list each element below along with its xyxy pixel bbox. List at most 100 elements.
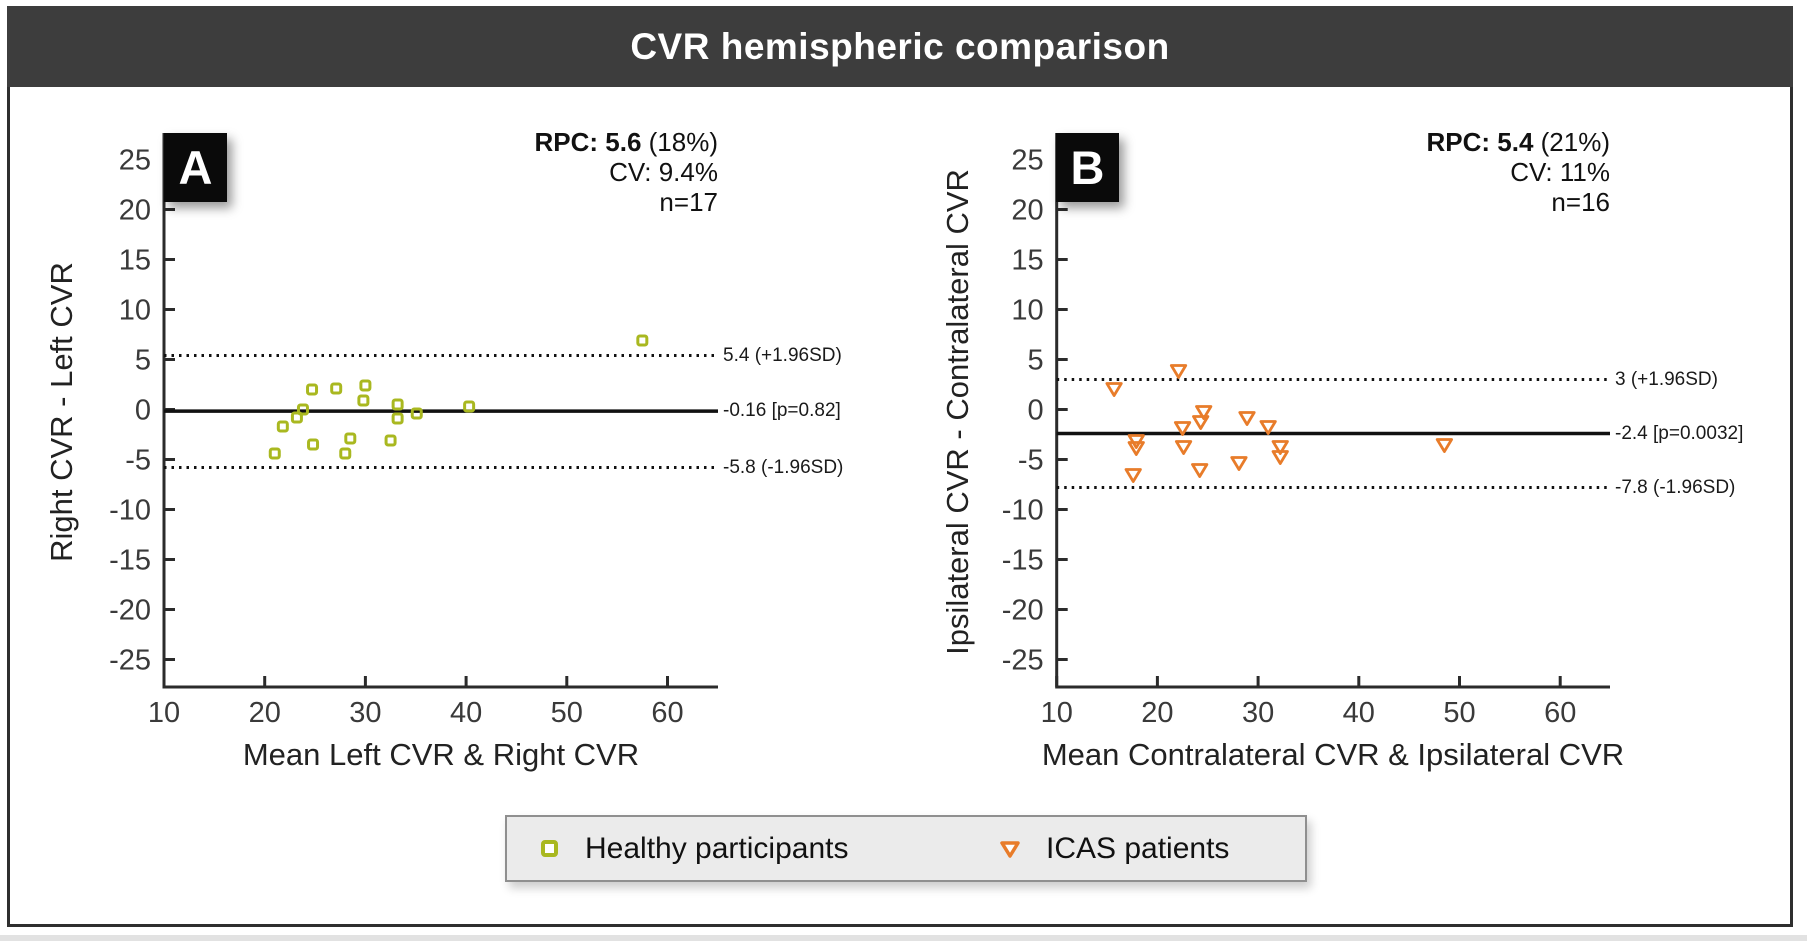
data-point-triangle bbox=[1259, 420, 1277, 435]
data-point-square bbox=[296, 403, 309, 416]
panel-a-cv: CV: 9.4% bbox=[609, 157, 718, 187]
panel-b-cv: CV: 11% bbox=[1510, 157, 1610, 187]
data-point-triangle bbox=[1195, 405, 1213, 420]
data-point-triangle bbox=[1238, 411, 1256, 426]
data-point-triangle bbox=[1191, 463, 1209, 478]
legend: Healthy participants ICAS patients bbox=[505, 815, 1307, 882]
data-point-square bbox=[330, 382, 343, 395]
panel-b-x-axis-label: Mean Contralateral CVR & Ipsilateral CVR bbox=[1041, 737, 1625, 772]
legend-item-healthy: Healthy participants bbox=[541, 817, 848, 880]
y-tick-label: -20 bbox=[1002, 595, 1044, 627]
data-point-square bbox=[339, 447, 352, 460]
data-point-square bbox=[359, 379, 372, 392]
y-tick-label: -10 bbox=[109, 495, 151, 527]
icas-triangle-marker-icon bbox=[1000, 840, 1020, 858]
y-tick-label: 5 bbox=[1028, 345, 1044, 377]
y-tick-label: 20 bbox=[1011, 195, 1043, 227]
panel-a-rpc-percent: (18%) bbox=[648, 127, 718, 157]
y-tick-label: 25 bbox=[1011, 145, 1043, 177]
y-tick-label: -5 bbox=[1018, 445, 1044, 477]
y-tick-label: 20 bbox=[119, 195, 151, 227]
panel-b-n: n=16 bbox=[1551, 187, 1610, 217]
data-point-triangle bbox=[1173, 421, 1192, 436]
x-tick-label: 50 bbox=[551, 697, 583, 729]
panel-b-rpc-value: RPC: 5.4 bbox=[1426, 127, 1534, 157]
data-point-square bbox=[290, 411, 303, 424]
data-point-triangle bbox=[1271, 440, 1289, 455]
panel-a-stats: RPC: 5.6 (18%) CV: 9.4% n=17 bbox=[534, 127, 718, 217]
data-point-triangle bbox=[1127, 441, 1145, 456]
panel-b-lower-loa-label: -7.8 (-1.96SD) bbox=[1615, 476, 1736, 498]
y-tick-label: -10 bbox=[1002, 495, 1044, 527]
data-point-square bbox=[276, 420, 289, 433]
legend-label-healthy: Healthy participants bbox=[585, 831, 849, 865]
panel-a-y-axis-label: Right CVR - Left CVR bbox=[44, 262, 79, 562]
data-point-square bbox=[636, 334, 649, 347]
y-tick-label: 15 bbox=[1011, 245, 1043, 277]
data-point-triangle bbox=[1169, 364, 1188, 379]
panel-a-n: n=17 bbox=[659, 187, 718, 217]
figure-card bbox=[7, 6, 1793, 927]
y-tick-label: 10 bbox=[119, 295, 151, 327]
panel-b-y-axis-label: Ipsilateral CVR - Contralateral CVR bbox=[940, 169, 975, 655]
data-point-square bbox=[268, 447, 281, 460]
panel-b-upper-loa-label: 3 (+1.96SD) bbox=[1615, 368, 1718, 390]
panel-b-stats: RPC: 5.4 (21%) CV: 11% n=16 bbox=[1426, 127, 1610, 217]
data-point-triangle bbox=[1105, 382, 1123, 397]
healthy-square-marker-icon bbox=[541, 840, 558, 857]
y-tick-label: -15 bbox=[109, 545, 151, 577]
panel-a-mean-label: -0.16 [p=0.82] bbox=[723, 400, 841, 422]
y-tick-label: -20 bbox=[109, 595, 151, 627]
legend-item-icas: ICAS patients bbox=[999, 817, 1229, 880]
y-tick-label: -5 bbox=[125, 445, 151, 477]
x-tick-label: 20 bbox=[249, 697, 281, 729]
x-tick-label: 40 bbox=[1343, 697, 1375, 729]
data-point-triangle bbox=[1192, 415, 1210, 430]
y-tick-label: 15 bbox=[119, 245, 151, 277]
data-point-square bbox=[463, 400, 476, 413]
y-tick-label: -25 bbox=[1002, 645, 1044, 677]
x-tick-label: 10 bbox=[1041, 697, 1073, 729]
data-point-square bbox=[410, 407, 423, 420]
x-tick-label: 30 bbox=[1242, 697, 1274, 729]
y-tick-label: 0 bbox=[135, 395, 151, 427]
figure-title: CVR hemispheric comparison bbox=[630, 25, 1170, 67]
data-point-triangle bbox=[1124, 468, 1142, 483]
panel-b-rpc-percent: (21%) bbox=[1540, 127, 1610, 157]
y-tick-label: -15 bbox=[1002, 545, 1044, 577]
legend-label-icas: ICAS patients bbox=[1046, 831, 1230, 865]
y-tick-label: 10 bbox=[1011, 295, 1043, 327]
data-point-square bbox=[307, 438, 320, 451]
data-point-triangle bbox=[1435, 438, 1453, 453]
data-point-triangle bbox=[1174, 440, 1193, 455]
x-tick-label: 60 bbox=[1544, 697, 1576, 729]
data-point-triangle bbox=[1271, 450, 1289, 465]
figure-title-bar: CVR hemispheric comparison bbox=[7, 6, 1793, 87]
panel-a-rpc-value: RPC: 5.6 bbox=[534, 127, 642, 157]
data-point-square bbox=[357, 394, 370, 407]
x-tick-label: 50 bbox=[1443, 697, 1475, 729]
data-point-square bbox=[306, 383, 319, 396]
data-point-square bbox=[391, 398, 404, 411]
panel-a-upper-loa-label: 5.4 (+1.96SD) bbox=[723, 344, 842, 366]
panel-b-mean-label: -2.4 [p=0.0032] bbox=[1615, 422, 1744, 444]
y-tick-label: -25 bbox=[109, 645, 151, 677]
panel-a-lower-loa-label: -5.8 (-1.96SD) bbox=[723, 456, 844, 478]
page-bottom-strip bbox=[0, 935, 1807, 941]
y-tick-label: 5 bbox=[135, 345, 151, 377]
x-tick-label: 30 bbox=[349, 697, 381, 729]
data-point-square bbox=[391, 412, 404, 425]
panel-a-x-axis-label: Mean Left CVR & Right CVR bbox=[242, 737, 640, 772]
data-point-triangle bbox=[1230, 456, 1248, 471]
y-tick-label: 25 bbox=[119, 145, 151, 177]
data-point-square bbox=[384, 434, 397, 447]
data-point-square bbox=[344, 432, 357, 445]
y-tick-label: 0 bbox=[1028, 395, 1044, 427]
x-tick-label: 40 bbox=[450, 697, 482, 729]
x-tick-label: 10 bbox=[148, 697, 180, 729]
x-tick-label: 20 bbox=[1141, 697, 1173, 729]
x-tick-label: 60 bbox=[651, 697, 683, 729]
panel-b-letter-badge: B bbox=[1056, 133, 1119, 202]
